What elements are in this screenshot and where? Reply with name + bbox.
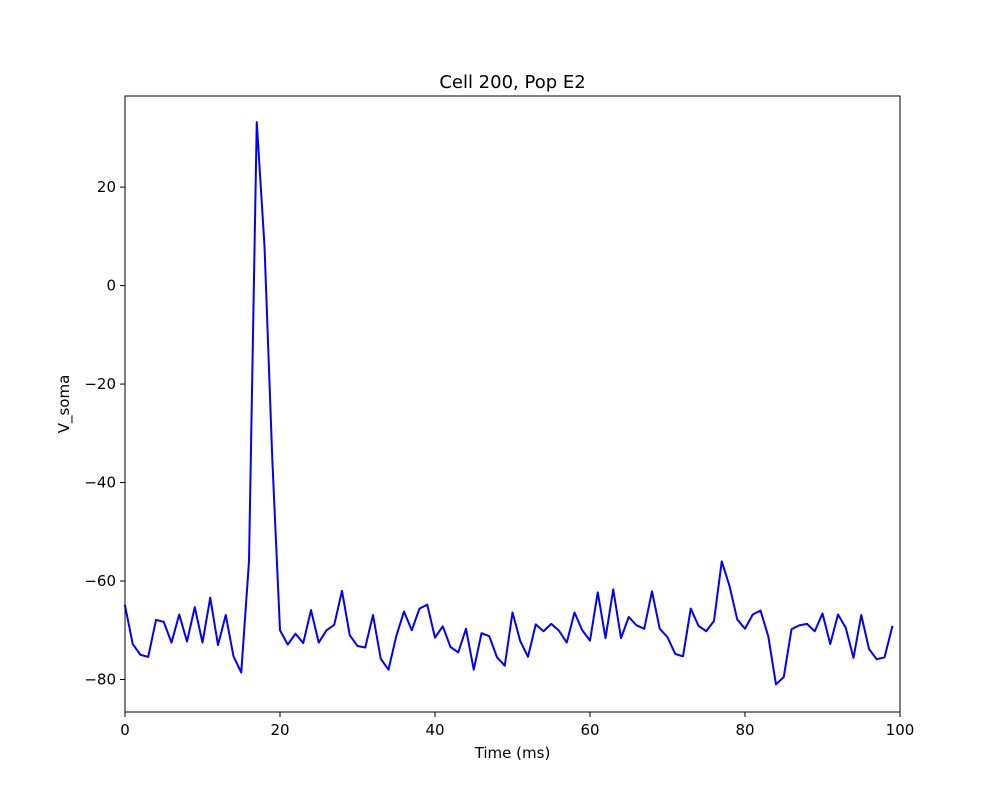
x-tick-label: 100 [886, 721, 915, 739]
y-tick-label: 0 [106, 277, 116, 295]
x-tick-label: 80 [735, 721, 754, 739]
x-tick-label: 60 [580, 721, 599, 739]
y-tick-label: 20 [97, 178, 116, 196]
x-tick-label: 40 [425, 721, 444, 739]
plot-frame [124, 95, 901, 713]
y-tick-label: −60 [84, 572, 116, 590]
y-tick-label: −80 [84, 671, 116, 689]
chart-title: Cell 200, Pop E2 [439, 72, 585, 93]
x-tick-label: 20 [270, 721, 289, 739]
x-axis-label: Time (ms) [474, 744, 551, 762]
series-line [123, 121, 894, 686]
x-axis: 0 20 40 60 80 100 [120, 712, 914, 739]
y-tick-label: −20 [84, 375, 116, 393]
series-layer [123, 121, 894, 686]
x-tick-label: 0 [120, 721, 130, 739]
y-axis-label: V_soma [55, 375, 74, 434]
plot-area [125, 96, 900, 712]
y-axis: 20 0 −20 −40 −60 −80 [84, 178, 125, 689]
y-tick-label: −40 [84, 474, 116, 492]
